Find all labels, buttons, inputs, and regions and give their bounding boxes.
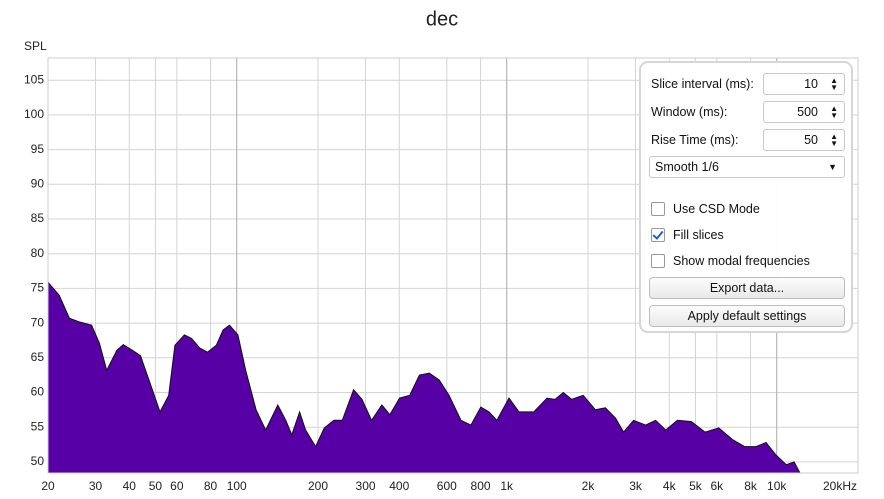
checkbox-label: Show modal frequencies xyxy=(673,254,810,268)
button[interactable]: Apply default settings xyxy=(649,305,845,327)
checkbox[interactable]: Fill slices xyxy=(651,226,724,244)
x-tick-label: 1k xyxy=(500,479,514,493)
x-tick-label: 300 xyxy=(356,479,376,493)
spinner[interactable]: ▲ ▼ xyxy=(830,104,838,120)
field-label: Slice interval (ms): xyxy=(651,77,754,91)
spinner[interactable]: ▲ ▼ xyxy=(830,76,838,92)
input-value: 10 xyxy=(804,77,818,91)
x-tick-label: 200 xyxy=(308,479,328,493)
y-tick-label: 80 xyxy=(31,246,45,260)
input-value: 500 xyxy=(797,105,818,119)
y-tick-label: 85 xyxy=(31,211,45,225)
checkbox-box[interactable] xyxy=(651,254,665,268)
x-tick-label: 20kHz xyxy=(823,479,857,493)
spinner[interactable]: ▲ ▼ xyxy=(830,132,838,148)
y-axis-label: SPL xyxy=(24,39,47,53)
checkbox-box[interactable] xyxy=(651,202,665,216)
chart-title: dec xyxy=(426,8,458,30)
x-tick-label: 400 xyxy=(389,479,409,493)
x-tick-label: 60 xyxy=(170,479,184,493)
field-label: Window (ms): xyxy=(651,105,728,119)
x-tick-label: 40 xyxy=(123,479,137,493)
y-tick-label: 65 xyxy=(31,350,45,364)
x-tick-label: 5k xyxy=(689,479,703,493)
number-input[interactable]: 50 ▲ ▼ xyxy=(763,129,845,151)
y-tick-label: 60 xyxy=(31,385,45,399)
y-tick-label: 95 xyxy=(31,142,45,156)
x-tick-label: 100 xyxy=(227,479,247,493)
x-tick-label: 600 xyxy=(437,479,457,493)
y-tick-label: 55 xyxy=(31,419,45,433)
field-label: Rise Time (ms): xyxy=(651,133,739,147)
y-tick-label: 90 xyxy=(31,176,45,190)
dropdown-arrow: ▼ xyxy=(828,162,837,172)
plot-border xyxy=(47,57,859,474)
input-value: 50 xyxy=(804,133,818,147)
x-tick-label: 20 xyxy=(41,479,55,493)
checkbox[interactable]: Show modal frequencies xyxy=(651,252,810,270)
number-input[interactable]: 10 ▲ ▼ xyxy=(763,73,845,95)
number-input[interactable]: 500 ▲ ▼ xyxy=(763,101,845,123)
x-tick-label: 80 xyxy=(204,479,218,493)
y-tick-label: 105 xyxy=(24,72,44,86)
checkbox-label: Fill slices xyxy=(673,228,724,242)
dropdown-value: Smooth 1/6 xyxy=(655,160,719,174)
x-tick-label: 4k xyxy=(663,479,677,493)
checkbox-box[interactable] xyxy=(651,228,665,242)
x-tick-label: 2k xyxy=(582,479,596,493)
x-tick-label: 6k xyxy=(710,479,724,493)
dropdown[interactable]: Smooth 1/6 ▼ xyxy=(649,156,845,178)
x-tick-label: 50 xyxy=(149,479,163,493)
y-tick-label: 50 xyxy=(31,454,45,468)
y-tick-label: 75 xyxy=(31,281,45,295)
y-tick-label: 70 xyxy=(31,315,45,329)
settings-panel: Slice interval (ms): 10 ▲ ▼ Window (ms): 500 ▲… xyxy=(639,61,853,333)
checkbox-label: Use CSD Mode xyxy=(673,202,760,216)
y-tick-label: 100 xyxy=(24,107,44,121)
checkbox[interactable]: Use CSD Mode xyxy=(651,200,760,218)
x-tick-label: 10k xyxy=(767,479,787,493)
button[interactable]: Export data... xyxy=(649,277,845,299)
x-tick-label: 3k xyxy=(629,479,643,493)
x-tick-label: 800 xyxy=(471,479,491,493)
x-tick-label: 8k xyxy=(744,479,758,493)
spectrum-area xyxy=(47,280,801,474)
x-tick-label: 30 xyxy=(89,479,103,493)
